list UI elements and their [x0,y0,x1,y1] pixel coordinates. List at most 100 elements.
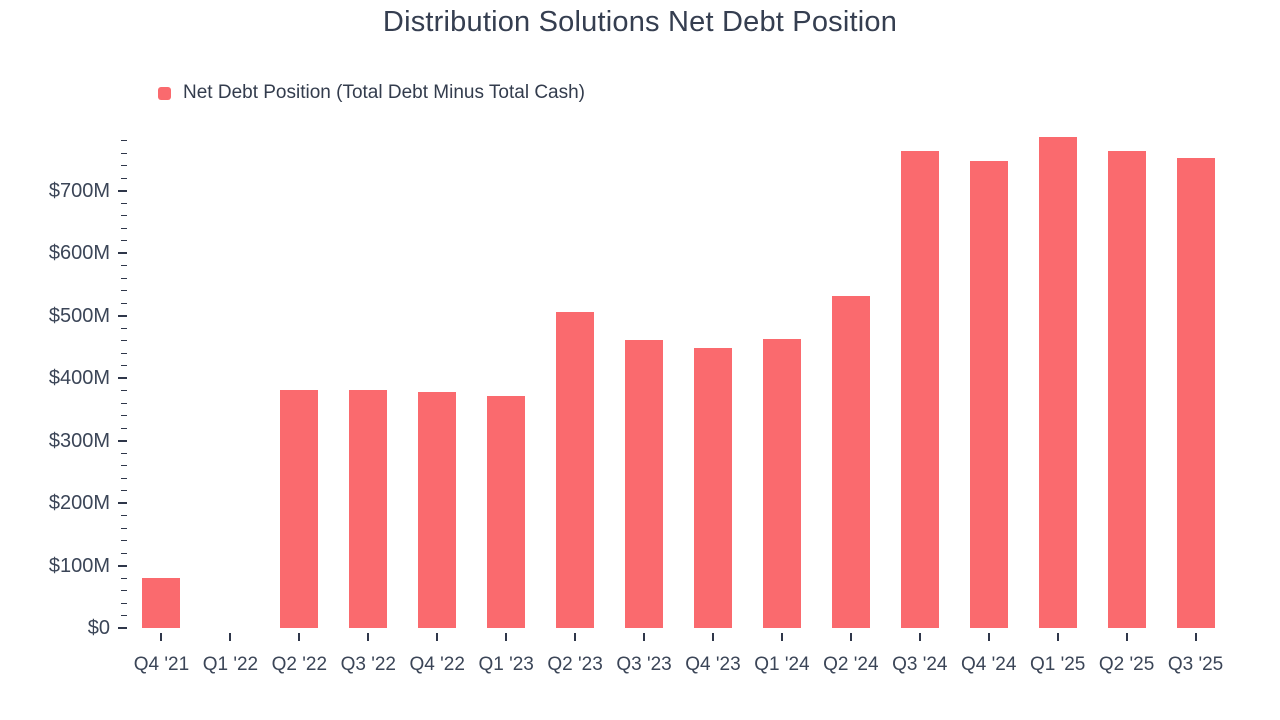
x-tick [1056,633,1059,641]
y-axis [0,128,127,629]
y-axis-label: $0 [87,617,110,639]
y-minor-tick [121,577,127,579]
x-tick [574,633,577,641]
x-tick [229,633,232,641]
y-axis-label: $700M [48,179,110,202]
y-minor-tick [121,427,127,429]
legend-label: Net Debt Position (Total Debt Minus Tota… [183,82,585,103]
x-axis-label: Q3 '24 [892,654,948,675]
bar-slot [541,128,610,628]
y-minor-tick [121,452,127,454]
y-minor-tick [121,277,127,279]
y-minor-tick [121,340,127,341]
bar-q2-23[interactable] [556,312,595,628]
bar-slot [1092,128,1161,628]
chart-title: Distribution Solutions Net Debt Position [382,6,898,38]
y-axis-label: $600M [48,242,110,264]
bar-q3-22[interactable] [349,389,388,628]
y-minor-tick [121,540,127,541]
x-axis-label: Q4 '21 [133,654,190,675]
y-minor-tick [121,227,127,229]
x-slot: Q3 '23 [610,628,679,692]
bar-q4-22[interactable] [418,391,457,628]
x-slot: Q3 '25 [1161,628,1230,692]
bar-slot [334,128,403,628]
x-tick [367,633,370,641]
x-axis-label: Q2 '22 [271,654,328,675]
x-axis-label: Q1 '24 [754,654,810,675]
x-tick [1194,633,1197,641]
bar-slot [127,128,196,628]
legend-item[interactable]: Net Debt Position (Total Debt Minus Tota… [158,82,585,104]
bar-q4-21[interactable] [142,578,181,628]
x-tick [987,633,990,641]
y-minor-tick [121,552,127,554]
y-axis-label: $500M [48,304,110,327]
x-tick [780,633,783,641]
x-tick [643,633,646,641]
x-tick [1125,633,1128,641]
x-axis-label: Q4 '24 [961,654,1017,675]
y-minor-tick [121,165,127,166]
y-axis-label: $300M [48,429,110,452]
bar-q4-24[interactable] [969,160,1008,628]
bar-q2-22[interactable] [280,389,319,628]
x-axis-label: Q4 '23 [685,654,741,675]
y-minor-tick [121,265,127,266]
x-tick [918,633,921,641]
bar-slot [196,128,265,628]
x-slot: Q1 '23 [472,628,541,692]
x-axis-label: Q1 '25 [1029,654,1086,675]
bar-q2-25[interactable] [1107,150,1146,628]
x-slot: Q1 '25 [1023,628,1092,692]
y-minor-tick [121,490,127,491]
y-major-tick [118,502,127,504]
bar-slot [265,128,334,628]
x-tick [436,633,439,641]
bar-q3-25[interactable] [1176,158,1215,628]
x-axis-label: Q1 '23 [478,654,534,675]
bar-slot [816,128,885,628]
x-tick [505,633,508,641]
y-minor-tick [121,527,127,529]
y-minor-tick [121,302,127,304]
x-slot: Q4 '21 [127,628,196,692]
bar-q1-24[interactable] [762,339,801,628]
bar-q4-23[interactable] [693,348,732,628]
x-axis-label: Q2 '24 [823,654,879,675]
bar-q3-23[interactable] [625,339,664,628]
x-axis-label: Q1 '22 [202,654,259,675]
x-tick [298,633,301,641]
x-axis-label: Q4 '22 [409,654,465,675]
y-minor-tick [121,152,127,154]
x-axis-label: Q3 '25 [1167,654,1224,675]
y-minor-tick [121,602,127,604]
y-minor-tick [121,240,127,241]
x-tick [711,633,714,641]
x-axis-label: Q3 '23 [616,654,672,675]
y-minor-tick [121,390,127,391]
x-slot: Q3 '22 [334,628,403,692]
bar-q3-24[interactable] [900,150,939,628]
bar-slot [472,128,541,628]
y-minor-tick [121,515,127,516]
y-minor-tick [121,365,127,366]
plot-area [127,128,1230,628]
y-minor-tick [121,477,127,479]
x-slot: Q2 '24 [816,628,885,692]
bar-slot [1161,128,1230,628]
y-minor-tick [121,415,127,416]
x-slot: Q2 '23 [541,628,610,692]
bar-q1-23[interactable] [487,395,526,628]
bar-q2-24[interactable] [831,295,870,628]
y-minor-tick [121,215,127,216]
y-axis-label: $200M [48,492,110,514]
x-axis-label: Q2 '23 [547,654,603,675]
y-minor-tick [121,590,127,591]
x-tick [160,633,163,641]
bar-q1-25[interactable] [1038,136,1077,628]
y-major-tick [118,314,127,317]
y-axis-labels: $0 $100M $200M $300M $400M $500M $600M $700M [0,128,110,639]
bar-slot [679,128,748,628]
x-slot: Q1 '24 [747,628,816,692]
